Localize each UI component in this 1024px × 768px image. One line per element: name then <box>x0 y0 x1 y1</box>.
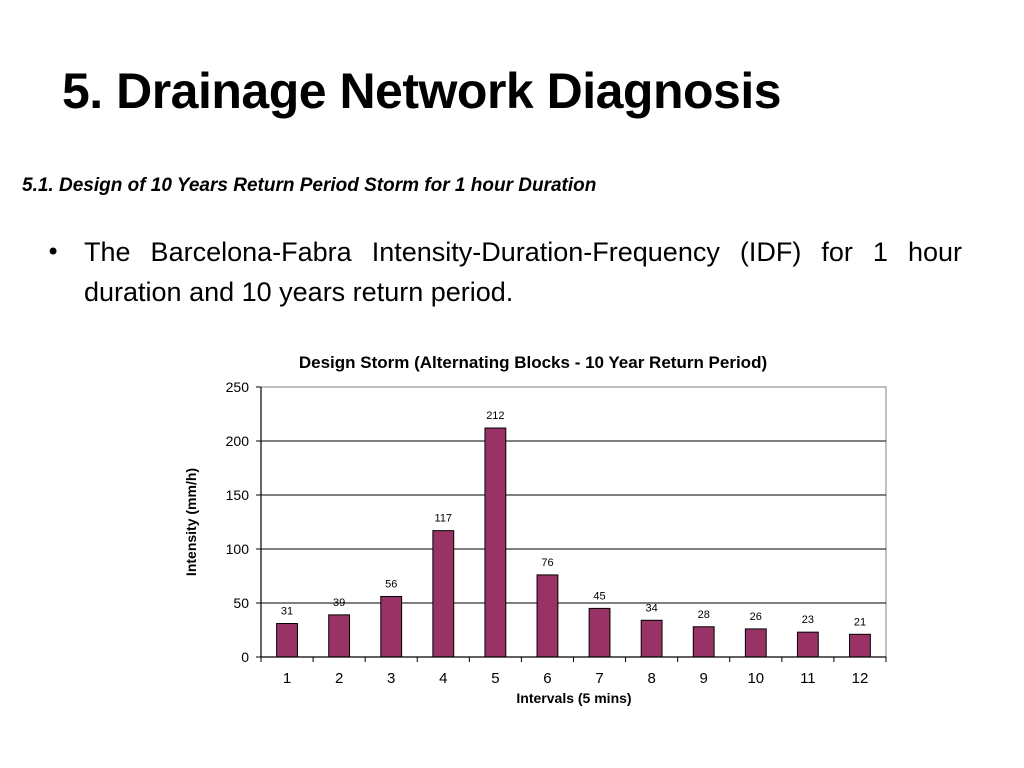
y-tick-label: 100 <box>226 541 250 557</box>
x-tick-label: 6 <box>543 670 551 687</box>
x-tick-label: 4 <box>439 670 447 687</box>
design-storm-chart: Design Storm (Alternating Blocks - 10 Ye… <box>183 353 887 706</box>
bars: 31 39 56 117 212 76 45 34 28 26 23 21 <box>276 410 871 658</box>
bar-value-label: 21 <box>854 616 866 628</box>
x-axis-label: Intervals (5 mins) <box>516 690 631 706</box>
x-tick-label: 11 <box>800 670 816 687</box>
x-tick-label: 2 <box>335 670 343 687</box>
bar <box>328 614 351 658</box>
bar <box>640 619 663 658</box>
x-tick-label: 8 <box>647 670 655 687</box>
bullet-item: • The Barcelona-Fabra Intensity-Duration… <box>46 232 962 312</box>
bar-value-label: 39 <box>333 597 345 609</box>
y-tick-label: 200 <box>226 433 250 449</box>
y-tick-label: 50 <box>233 595 249 611</box>
x-tick-label: 12 <box>852 670 869 687</box>
bar <box>380 596 403 658</box>
slide-subtitle: 5.1. Design of 10 Years Return Period St… <box>22 175 597 196</box>
plot-area <box>260 386 887 658</box>
bar-value-label: 34 <box>646 602 658 614</box>
bar-value-label: 117 <box>435 513 453 525</box>
bar-value-label: 45 <box>593 590 605 602</box>
bar-value-label: 76 <box>541 557 553 569</box>
x-tick-label: 10 <box>747 670 764 687</box>
bar <box>796 631 819 658</box>
bullet-icon: • <box>46 238 61 266</box>
y-axis-label: Intensity (mm/h) <box>183 468 199 576</box>
bar <box>432 530 455 658</box>
x-tick-label: 5 <box>491 670 499 687</box>
bar-value-label: 28 <box>698 609 710 621</box>
bar-value-label: 56 <box>385 579 397 591</box>
x-tick-label: 1 <box>283 670 291 687</box>
bar-value-label: 212 <box>486 410 504 422</box>
bar <box>588 607 611 658</box>
bar <box>849 633 871 658</box>
bar <box>744 628 767 658</box>
gridlines <box>261 440 886 604</box>
bullet-text: The Barcelona-Fabra Intensity-Duration-F… <box>84 237 962 307</box>
bar-value-label: 23 <box>802 614 814 626</box>
bar <box>536 574 559 658</box>
y-tick-label: 250 <box>226 379 250 395</box>
x-tick-label: 9 <box>700 670 708 687</box>
y-tick-label: 0 <box>241 649 249 665</box>
bar <box>276 623 298 658</box>
bar <box>692 626 715 658</box>
bar-value-label: 26 <box>750 611 762 623</box>
y-tick-label: 150 <box>226 487 250 503</box>
x-tick-label: 7 <box>595 670 603 687</box>
bar <box>484 427 507 658</box>
x-tick-label: 3 <box>387 670 395 687</box>
chart-title: Design Storm (Alternating Blocks - 10 Ye… <box>299 353 767 372</box>
bar-value-label: 31 <box>281 606 293 618</box>
slide-title: 5. Drainage Network Diagnosis <box>62 63 782 119</box>
